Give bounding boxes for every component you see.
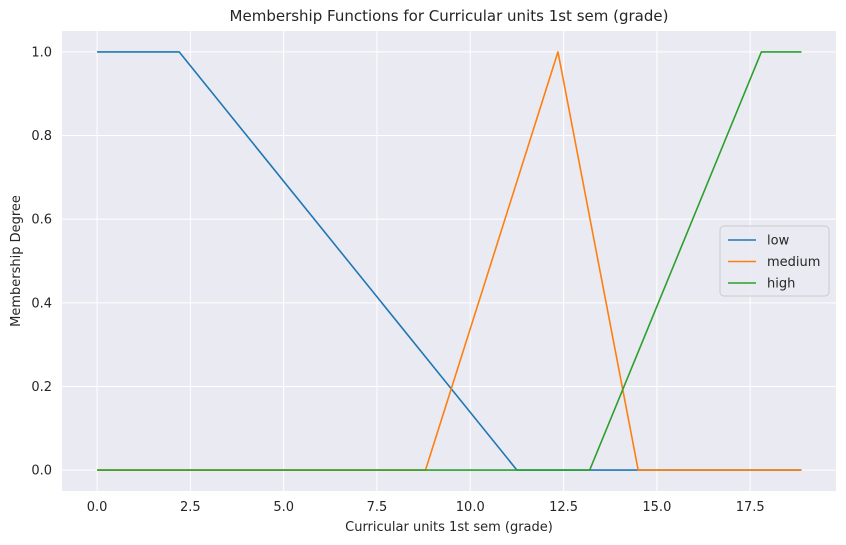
x-tick-label: 2.5	[180, 500, 201, 515]
series-line-high	[97, 51, 802, 471]
legend-box	[719, 225, 830, 297]
chart-title: Membership Functions for Curricular unit…	[230, 7, 669, 25]
x-tick-labels: 0.0 2.5 5.0 7.5 10.0 12.5 15.0 17.5	[87, 500, 765, 515]
y-tick-label: 1.0	[31, 45, 52, 60]
y-tick-label: 0.8	[31, 129, 52, 144]
y-tick-label: 0.4	[31, 296, 52, 311]
legend: low medium high	[719, 225, 830, 297]
x-tick-label: 5.0	[273, 500, 294, 515]
plot-area	[62, 31, 836, 491]
series-lines	[97, 51, 802, 471]
y-tick-label: 0.2	[31, 380, 52, 395]
x-tick-label: 10.0	[456, 500, 485, 515]
legend-label-low: low	[767, 234, 790, 249]
x-tick-label: 15.0	[642, 500, 671, 515]
plot-background	[62, 31, 836, 491]
y-axis-label: Membership Degree	[9, 195, 24, 327]
x-tick-label: 0.0	[87, 500, 108, 515]
legend-label-medium: medium	[767, 255, 820, 270]
legend-label-high: high	[767, 277, 795, 292]
x-tick-label: 17.5	[736, 500, 765, 515]
y-tick-labels: 0.0 0.2 0.4 0.6 0.8 1.0	[31, 45, 52, 478]
x-axis-label: Curricular units 1st sem (grade)	[345, 520, 553, 535]
x-tick-label: 7.5	[367, 500, 388, 515]
y-tick-label: 0.6	[31, 213, 52, 228]
y-tick-label: 0.0	[31, 464, 52, 479]
x-tick-label: 12.5	[549, 500, 578, 515]
